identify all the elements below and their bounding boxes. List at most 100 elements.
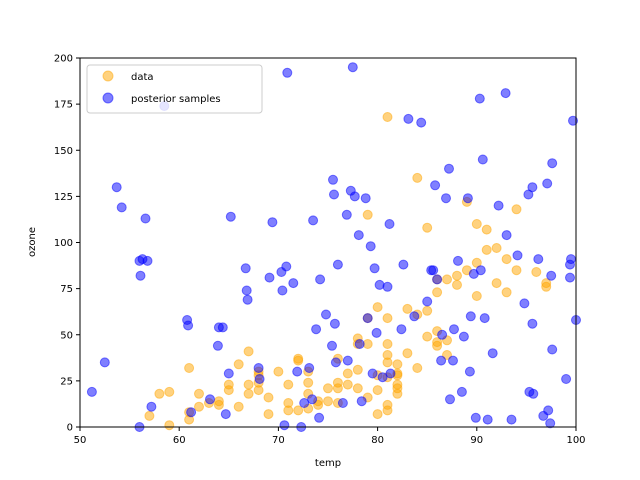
point-posterior-samples	[458, 331, 469, 342]
point-posterior-samples	[116, 202, 127, 213]
legend-label-data: data	[131, 72, 154, 83]
y-tick-label: 200	[54, 54, 73, 65]
point-posterior-samples	[396, 324, 407, 335]
point-data	[501, 287, 512, 298]
point-posterior-samples	[479, 313, 490, 324]
point-data	[402, 303, 413, 314]
point-posterior-samples	[279, 420, 290, 431]
point-posterior-samples	[360, 193, 371, 204]
point-data	[293, 405, 304, 416]
point-posterior-samples	[371, 327, 382, 338]
point-posterior-samples	[464, 366, 475, 377]
point-posterior-samples	[493, 200, 504, 211]
point-posterior-samples	[506, 414, 517, 425]
point-data	[213, 399, 224, 410]
point-posterior-samples	[337, 398, 348, 408]
point-posterior-samples	[512, 250, 523, 261]
point-posterior-samples	[566, 254, 576, 265]
point-posterior-samples	[327, 340, 337, 351]
point-posterior-samples	[146, 401, 157, 412]
point-posterior-samples	[329, 318, 340, 329]
y-axis-label: ozone	[27, 227, 38, 257]
point-data	[501, 254, 512, 265]
point-posterior-samples	[314, 412, 325, 423]
legend-box	[86, 64, 263, 114]
point-data	[511, 204, 522, 215]
legend-marker-data	[102, 70, 114, 82]
point-data	[184, 363, 195, 373]
x-tick-label: 80	[371, 435, 384, 446]
point-posterior-samples	[482, 414, 493, 425]
y-tick-label: 25	[60, 376, 73, 387]
point-data	[471, 291, 482, 301]
point-data	[283, 398, 294, 408]
point-data	[382, 112, 393, 122]
point-data	[164, 420, 175, 431]
point-posterior-samples	[546, 270, 557, 281]
point-posterior-samples	[487, 348, 498, 359]
point-posterior-samples	[377, 372, 388, 383]
x-axis-ticks: 50 60 70 80 90 100	[74, 427, 586, 446]
point-data	[144, 410, 155, 421]
point-data	[323, 396, 333, 407]
point-posterior-samples	[409, 311, 420, 322]
y-tick-label: 0	[67, 423, 73, 434]
point-data	[442, 274, 452, 285]
x-axis-label: temp	[315, 458, 341, 469]
point-posterior-samples	[369, 263, 380, 274]
point-posterior-samples	[448, 355, 458, 366]
point-posterior-samples	[430, 180, 441, 191]
point-posterior-samples	[254, 374, 265, 384]
point-posterior-samples	[362, 313, 373, 324]
point-posterior-samples	[444, 163, 454, 174]
point-posterior-samples	[445, 394, 455, 405]
point-posterior-samples	[99, 357, 110, 368]
point-data	[332, 377, 343, 388]
point-data	[243, 388, 254, 399]
point-data	[402, 348, 413, 359]
point-data	[223, 379, 234, 390]
point-posterior-samples	[267, 217, 278, 228]
point-data	[382, 399, 393, 410]
x-tick-label: 60	[173, 435, 186, 446]
point-data	[432, 337, 443, 348]
point-posterior-samples	[422, 296, 433, 307]
point-posterior-samples	[353, 230, 364, 241]
point-data	[283, 379, 294, 390]
point-posterior-samples	[462, 193, 473, 204]
point-posterior-samples	[528, 388, 539, 399]
legend-marker-posterior-samples	[102, 92, 114, 104]
point-posterior-samples	[330, 357, 341, 368]
point-posterior-samples	[456, 386, 467, 397]
point-data	[412, 172, 423, 183]
point-data	[422, 305, 433, 316]
point-posterior-samples	[398, 259, 409, 270]
point-posterior-samples	[561, 374, 572, 384]
point-posterior-samples	[416, 117, 427, 128]
point-posterior-samples	[475, 265, 486, 276]
point-posterior-samples	[341, 209, 352, 220]
point-posterior-samples	[282, 67, 293, 78]
legend-label-posterior-samples: posterior samples	[131, 94, 221, 105]
point-data	[352, 364, 363, 375]
point-posterior-samples	[220, 409, 231, 420]
point-data	[541, 278, 552, 289]
point-posterior-samples	[111, 182, 122, 193]
point-posterior-samples	[428, 265, 439, 276]
point-data	[164, 386, 175, 397]
point-data	[471, 219, 482, 229]
point-posterior-samples	[547, 344, 558, 355]
legend: data posterior samples	[86, 64, 263, 114]
point-data	[382, 339, 393, 349]
point-data	[194, 401, 204, 412]
y-tick-label: 150	[54, 146, 73, 157]
point-posterior-samples	[500, 88, 511, 99]
point-posterior-samples	[465, 311, 476, 322]
point-data	[372, 385, 383, 396]
y-tick-label: 175	[54, 100, 73, 111]
point-data	[422, 222, 433, 233]
point-data	[392, 359, 403, 370]
point-posterior-samples	[241, 285, 252, 296]
point-posterior-samples	[519, 298, 530, 309]
